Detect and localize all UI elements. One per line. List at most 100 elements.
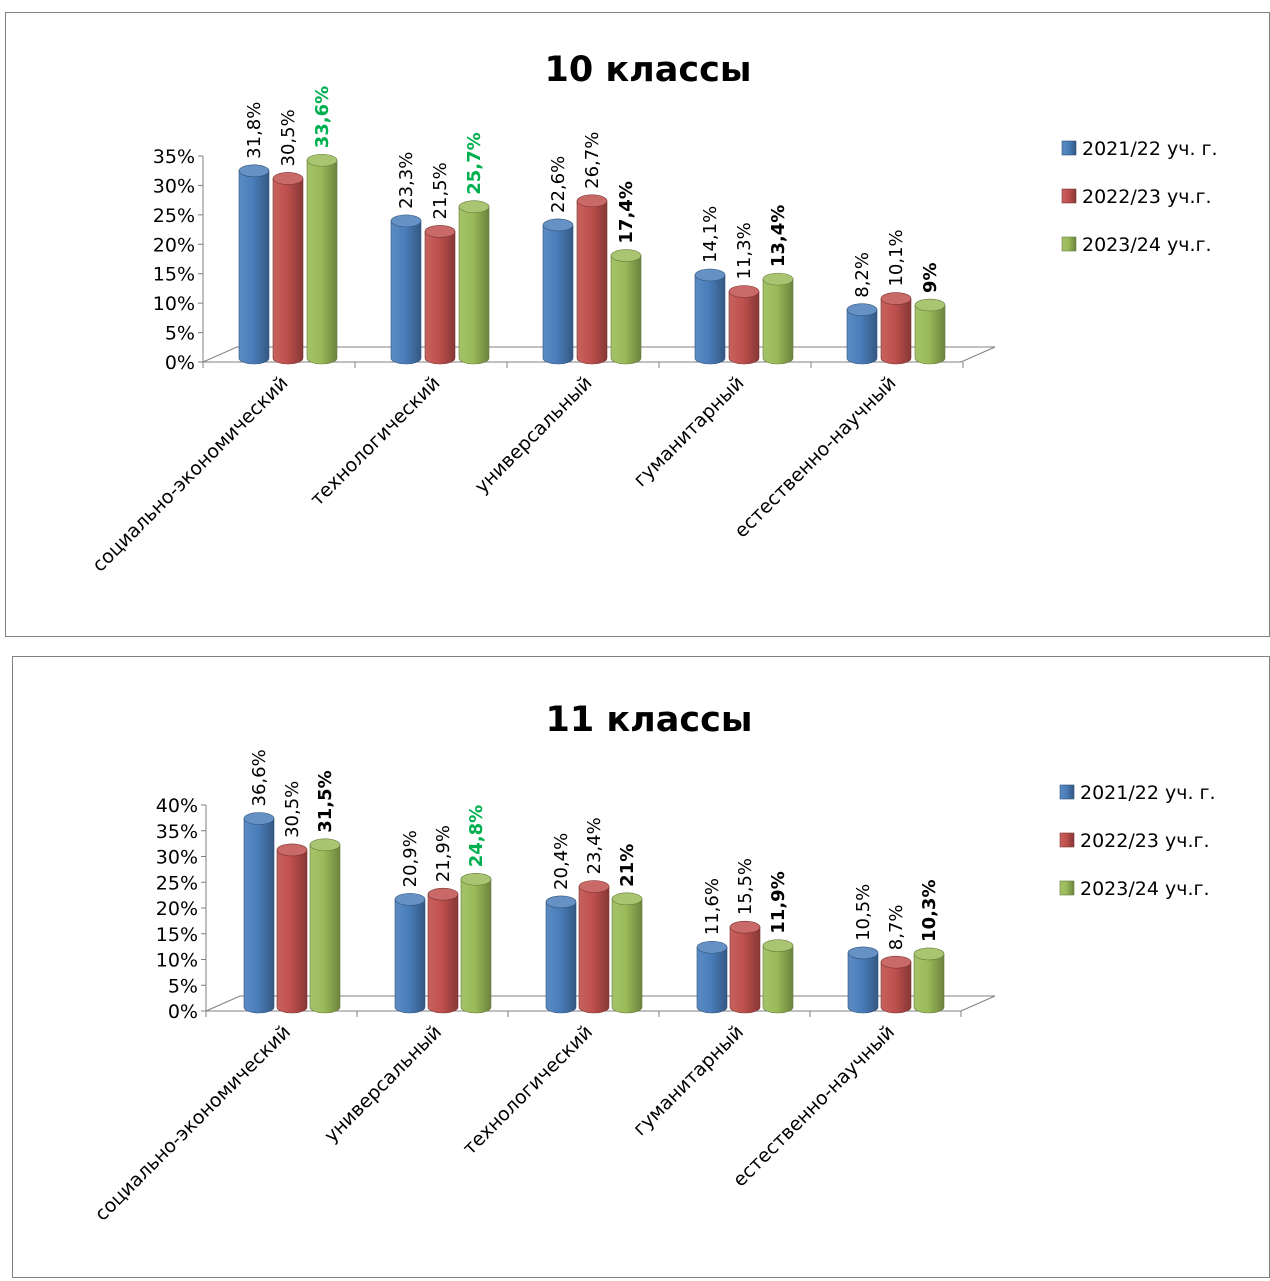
data-label: 9%: [920, 262, 941, 293]
bar: [394, 893, 426, 1014]
category-label: социально-экономический: [88, 372, 292, 576]
bar: [610, 249, 642, 365]
bar: [306, 153, 338, 365]
legend-swatch: [1059, 832, 1075, 848]
y-tick-label: 25%: [153, 205, 195, 227]
bar: [458, 200, 490, 365]
data-label: 17,4%: [616, 181, 637, 243]
category-label: естественно-научный: [730, 372, 900, 542]
bar: [762, 939, 794, 1014]
legend-swatch: [1061, 188, 1077, 204]
bar: [545, 895, 577, 1014]
data-label: 14,1%: [700, 206, 721, 263]
bar: [880, 955, 912, 1014]
bar: [390, 214, 422, 365]
data-label: 26,7%: [582, 132, 603, 189]
bar: [762, 272, 794, 365]
y-tick-label: 10%: [156, 950, 198, 972]
y-tick-label: 40%: [156, 795, 198, 817]
bar: [272, 172, 304, 365]
y-tick-label: 25%: [156, 872, 198, 894]
data-label: 10,1%: [886, 229, 907, 286]
bar: [696, 940, 728, 1014]
data-label: 10,5%: [853, 884, 874, 941]
bar: [611, 892, 643, 1014]
category-label: технологический: [306, 372, 444, 510]
y-tick-label: 10%: [153, 293, 195, 315]
chart-panel-10: 10 классы 0% 5% 10% 15% 20% 25% 30% 35% 31,8% 30,5…: [5, 12, 1270, 637]
category-label: гуманитарный: [629, 372, 748, 491]
y-tick-label: 15%: [153, 264, 195, 286]
bar: [460, 872, 492, 1014]
legend-swatch: [1061, 140, 1077, 156]
bar: [728, 285, 760, 365]
chart-title: 11 классы: [545, 700, 752, 740]
y-tick-label: 15%: [156, 924, 198, 946]
bar: [542, 218, 574, 365]
legend-label: 2023/24 уч.г.: [1080, 878, 1210, 900]
bar: [276, 843, 308, 1014]
chart-title: 10 классы: [544, 50, 751, 90]
data-label: 8,2%: [852, 252, 873, 298]
legend-swatch: [1059, 880, 1075, 896]
y-tick-label: 35%: [153, 146, 195, 168]
bar: [309, 838, 341, 1014]
y-tick-label: 30%: [156, 847, 198, 869]
legend-label: 2021/22 уч. г.: [1082, 138, 1218, 160]
bar: [424, 225, 456, 365]
category-label: гуманитарный: [629, 1021, 748, 1140]
data-label: 20,9%: [400, 830, 421, 887]
category-label: естественно-научный: [729, 1021, 899, 1191]
category-label: универсальный: [471, 372, 597, 498]
y-tick-label: 20%: [156, 898, 198, 920]
data-label: 22,6%: [548, 156, 569, 213]
legend: 2021/22 уч. г. 2022/23 уч.г. 2023/24 уч.г.: [1061, 138, 1218, 256]
data-label: 24,8%: [466, 805, 487, 867]
y-tick-label: 5%: [168, 975, 198, 997]
y-tick-label: 0%: [168, 1001, 198, 1023]
data-label: 30,5%: [282, 781, 303, 838]
legend-label: 2022/23 уч.г.: [1082, 186, 1212, 208]
data-label: 13,4%: [768, 205, 789, 267]
data-label: 21%: [617, 844, 638, 887]
data-label: 8,7%: [886, 904, 907, 950]
data-label: 10,3%: [919, 880, 940, 942]
bar: [238, 164, 270, 365]
legend: 2021/22 уч. г. 2022/23 уч.г. 2023/24 уч.г.: [1059, 782, 1216, 900]
y-tick-label: 35%: [156, 821, 198, 843]
category-label: технологический: [459, 1021, 597, 1159]
legend-label: 2021/22 уч. г.: [1080, 782, 1216, 804]
legend-swatch: [1061, 236, 1077, 252]
data-label: 11,6%: [702, 878, 723, 935]
y-tick-label: 5%: [165, 323, 195, 345]
category-label: универсальный: [320, 1021, 446, 1147]
data-label: 36,6%: [249, 749, 270, 806]
bar: [880, 292, 912, 365]
data-label: 31,5%: [315, 770, 336, 832]
data-label: 11,3%: [734, 222, 755, 279]
data-label: 11,9%: [768, 871, 789, 933]
chart-svg-11: 11 классы 0% 5% 10% 15% 20% 25% 30% 35% 40% 36,6% 3…: [91, 700, 1216, 1225]
bar: [729, 920, 761, 1014]
bar: [847, 946, 879, 1014]
category-label: социально-экономический: [91, 1021, 295, 1225]
legend-label: 2022/23 уч.г.: [1080, 830, 1210, 852]
bar: [427, 887, 459, 1014]
y-tick-label: 20%: [153, 234, 195, 256]
data-label: 33,6%: [312, 86, 333, 148]
bar: [914, 298, 946, 365]
data-label: 30,5%: [278, 109, 299, 166]
data-label: 20,4%: [551, 833, 572, 890]
bar: [846, 303, 878, 365]
y-tick-label: 30%: [153, 175, 195, 197]
bar: [913, 947, 945, 1014]
bar: [576, 194, 608, 365]
data-label: 21,9%: [433, 825, 454, 882]
legend-swatch: [1059, 784, 1075, 800]
data-label: 23,4%: [584, 817, 605, 874]
chart-svg-10: 10 классы 0% 5% 10% 15% 20% 25% 30% 35% 31,8% 30,5…: [88, 50, 1218, 576]
bar: [578, 880, 610, 1014]
chart-panel-11: 11 классы 0% 5% 10% 15% 20% 25% 30% 35% 40% 36,6% 3…: [12, 656, 1270, 1278]
bar: [694, 268, 726, 365]
y-tick-label: 0%: [165, 352, 195, 374]
